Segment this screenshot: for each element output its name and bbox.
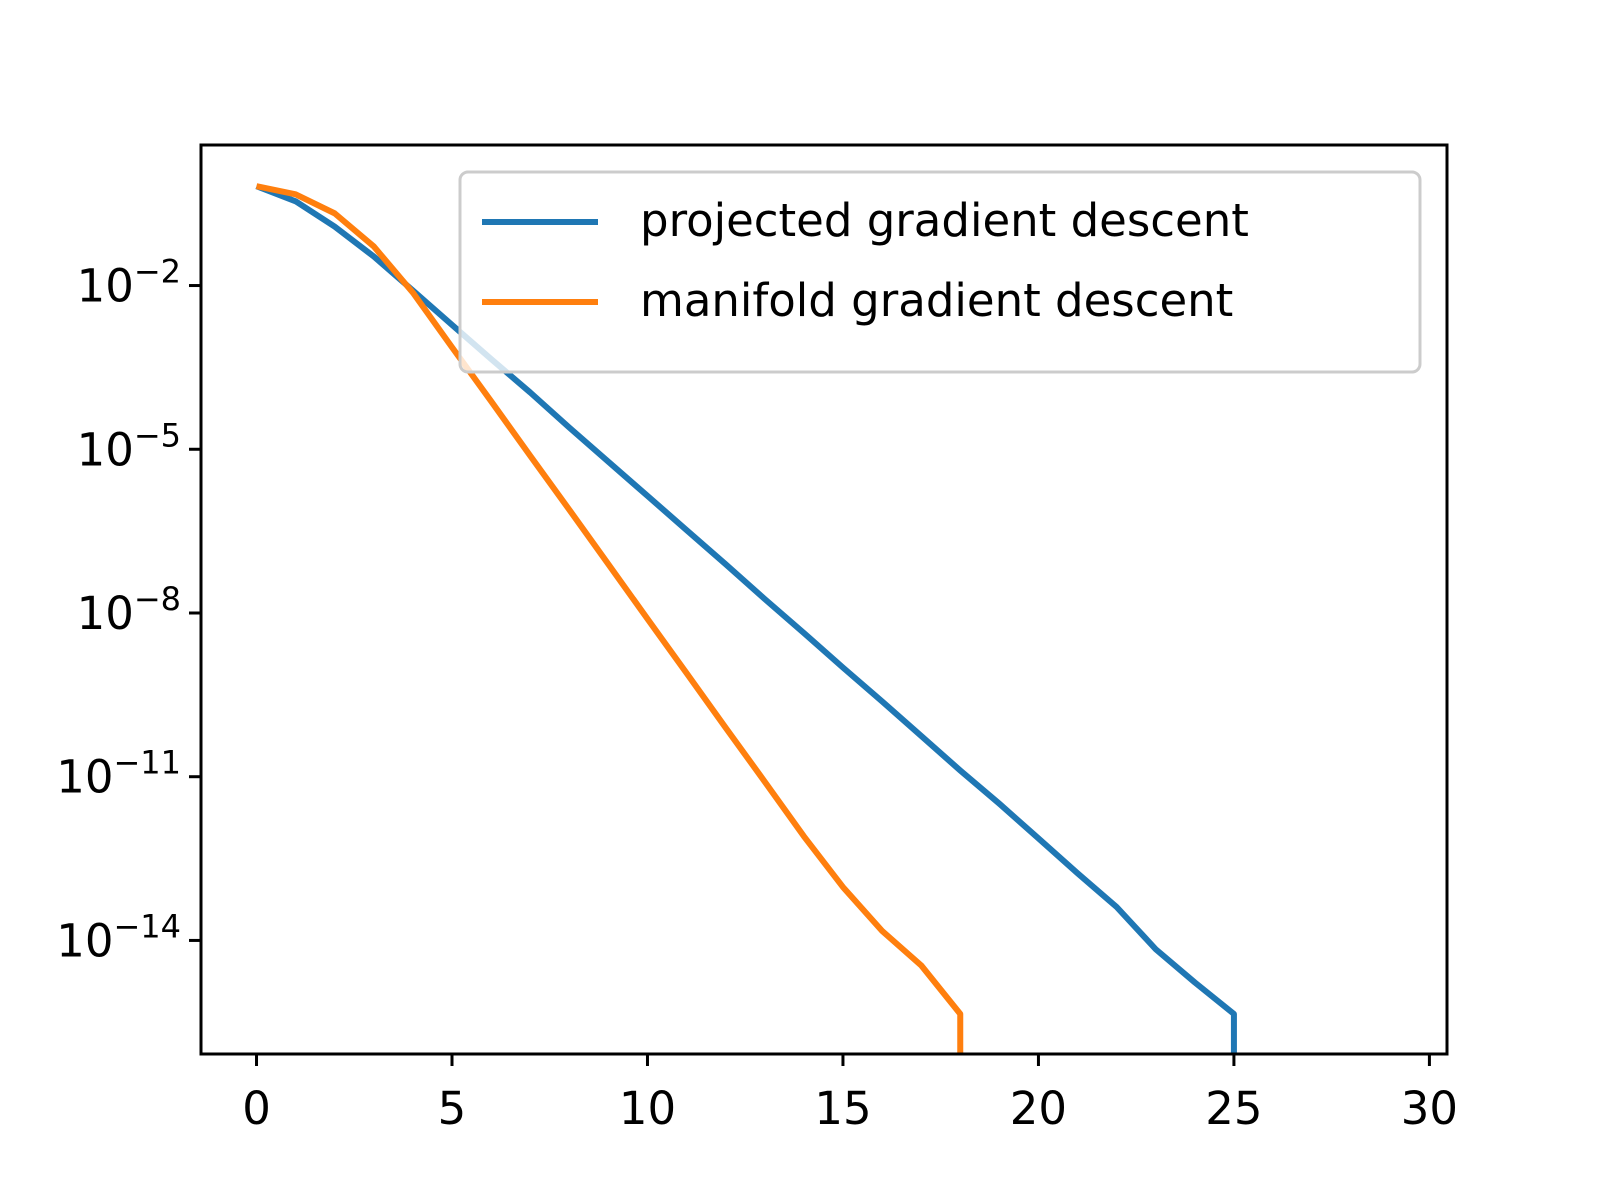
y-tick-label: 10−11 (56, 744, 181, 804)
x-tick-label: 25 (1205, 1082, 1262, 1135)
legend-label: projected gradient descent (640, 194, 1249, 247)
axes-frame (199, 143, 1449, 1056)
series-line (255, 183, 1237, 1054)
x-tick-label: 10 (619, 1082, 676, 1135)
x-tick-label: 5 (438, 1082, 467, 1135)
plot-area (255, 183, 1237, 1054)
x-tick-label: 0 (242, 1082, 271, 1135)
y-tick-label: 10−2 (77, 253, 181, 313)
x-tick-label: 15 (814, 1082, 871, 1135)
legend: projected gradient descent manifold gradi… (458, 170, 1422, 374)
legend-label: manifold gradient descent (640, 274, 1233, 327)
y-tick-label: 10−14 (56, 907, 181, 967)
legend-box (458, 170, 1422, 374)
x-tick-label: 20 (1010, 1082, 1067, 1135)
x-tick-label: 30 (1401, 1082, 1458, 1135)
series-line (255, 183, 964, 1054)
y-tick-label: 10−8 (77, 580, 181, 640)
y-tick-label: 10−5 (77, 416, 181, 476)
